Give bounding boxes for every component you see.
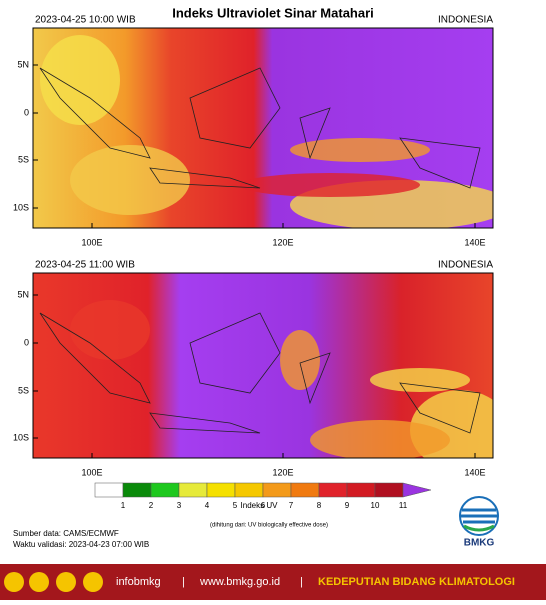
colorbar-box: [290, 482, 320, 498]
footer-sep: |: [300, 576, 303, 588]
colorbar-label: 10: [371, 501, 380, 510]
uv-blob: [280, 330, 320, 390]
uv-blob: [310, 420, 450, 458]
lat-tick-label: 5N: [17, 59, 29, 69]
map-frame: [32, 272, 494, 459]
lat-tick-label: 10S: [13, 202, 29, 212]
coastline: [39, 312, 481, 434]
validity: Waktu validasi: 2023-04-23 07:00 WIB: [13, 540, 149, 549]
uv-blob: [70, 145, 190, 215]
uv-blob: [240, 173, 420, 197]
uv-map: [33, 273, 493, 458]
uv-blob: [40, 35, 120, 125]
panel-datetime: 2023-04-25 11:00 WIB: [35, 260, 135, 271]
map-frame: [32, 27, 494, 229]
colorbar-label: 11: [399, 501, 408, 510]
colorbar-box: [374, 482, 404, 498]
lat-tick-label: 5N: [17, 289, 29, 299]
colorbar-box: [234, 482, 264, 498]
colorbar-box: [346, 482, 376, 498]
colorbar-title: Indeks UV: [241, 501, 279, 510]
bmkg-logo: [459, 496, 499, 536]
colorbar-label: 6: [261, 501, 266, 510]
colorbar: 1 2 3 4 5 6 7 8 9 10 11: [94, 482, 432, 510]
colorbar-box: [178, 482, 208, 498]
panel-datetime: 2023-04-25 10:00 WIB: [35, 15, 136, 26]
colorbar-label: 5: [233, 501, 238, 510]
colorbar-box: [318, 482, 348, 498]
colorbar-label: 4: [205, 501, 210, 510]
lon-tick-label: 140E: [464, 467, 485, 477]
uv-blob: [370, 368, 470, 392]
footer-sep: |: [182, 576, 185, 588]
lon-tick-label: 100E: [81, 237, 102, 247]
colorbar-box: [122, 482, 152, 498]
colorbar-box: [94, 482, 124, 498]
footer-department: KEDEPUTIAN BIDANG KLIMATOLOGI: [318, 576, 515, 588]
colorbar-arrow: [402, 482, 432, 498]
title: Indeks Ultraviolet Sinar Matahari: [172, 5, 374, 20]
source: Sumber data: CAMS/ECMWF: [13, 529, 119, 538]
colorbar-box: [262, 482, 292, 498]
colorbar-box: [150, 482, 180, 498]
colorbar-label: 1: [121, 501, 126, 510]
coastline: [39, 67, 481, 189]
footer-website: www.bmkg.go.id: [199, 576, 280, 588]
uv-map: [33, 28, 493, 228]
lon-tick-label: 120E: [272, 467, 293, 477]
colorbar-label: 8: [317, 501, 322, 510]
panel-region: INDONESIA: [438, 260, 493, 271]
colorbar-box: [206, 482, 236, 498]
lon-tick-label: 120E: [272, 237, 293, 247]
colorbar-label: 2: [149, 501, 154, 510]
lat-tick-label: 10S: [13, 432, 29, 442]
panel-region: INDONESIA: [438, 15, 493, 26]
lat-tick-label: 0: [24, 337, 29, 347]
colorbar-label: 3: [177, 501, 182, 510]
footer-handle: infobmkg: [116, 576, 161, 588]
lat-tick-label: 5S: [18, 154, 29, 164]
uv-blob: [290, 138, 430, 162]
colorbar-label: 7: [289, 501, 294, 510]
logo-text: BMKG: [464, 538, 495, 549]
lat-tick-label: 0: [24, 107, 29, 117]
colorbar-label: 9: [345, 501, 350, 510]
lon-tick-label: 140E: [464, 237, 485, 247]
lon-tick-label: 100E: [81, 467, 102, 477]
colorbar-subtitle: (dihitung dari: UV biologically effectiv…: [210, 523, 328, 529]
lat-tick-label: 5S: [18, 385, 29, 395]
social-icons: [4, 572, 103, 592]
uv-blob: [70, 300, 150, 360]
